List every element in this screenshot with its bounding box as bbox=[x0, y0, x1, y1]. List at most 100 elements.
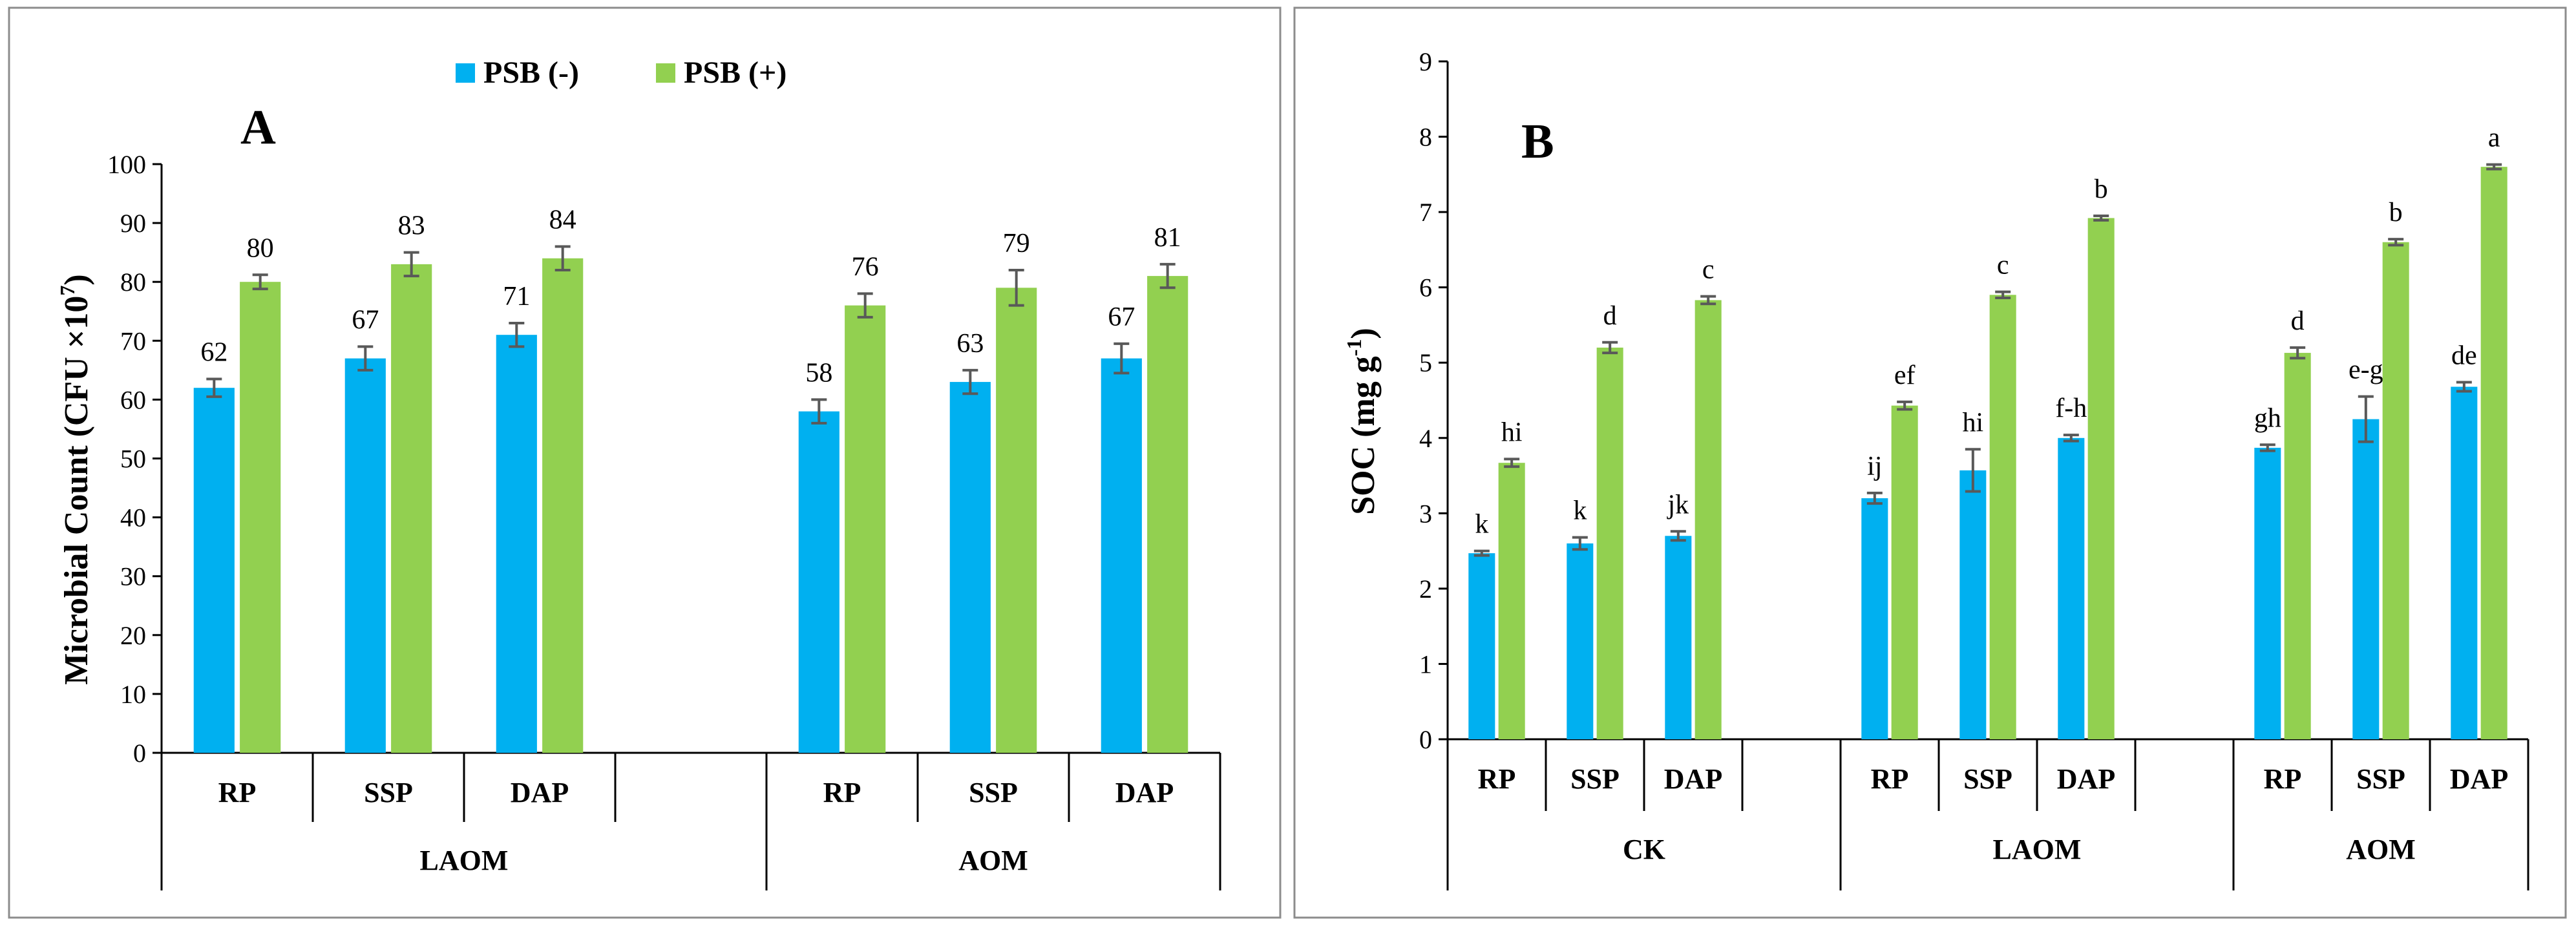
panel-a-data-label: 71 bbox=[503, 282, 530, 311]
legend-swatch-psb-plus bbox=[656, 63, 675, 83]
panel-a-data-label: 81 bbox=[1154, 223, 1181, 253]
panel-a-ylabel-sup: 7 bbox=[56, 286, 79, 296]
panel-b-y-tick-label: 0 bbox=[1419, 725, 1432, 754]
panel-b-data-label: c bbox=[1997, 251, 2009, 280]
panel-a-x-category-label: SSP bbox=[969, 777, 1018, 808]
panel-b-data-label: jk bbox=[1666, 490, 1689, 520]
panel-a-x-category-label: SSP bbox=[364, 777, 413, 808]
panel-a-data-label: 83 bbox=[398, 211, 425, 241]
panel-a-data-label: 79 bbox=[1003, 229, 1030, 258]
panel-b-bar-psb-plus bbox=[2284, 353, 2311, 739]
panel-a-y-axis-title: Microbial Count (CFU ×107) bbox=[56, 274, 95, 684]
panel-b-y-tick-label: 7 bbox=[1419, 198, 1432, 227]
panel-a-bar-psb-plus bbox=[996, 288, 1037, 753]
panel-b-bar-psb-minus bbox=[2058, 437, 2085, 739]
panel-b-y-tick-label: 1 bbox=[1419, 649, 1432, 679]
panel-b-y-tick-label: 8 bbox=[1419, 123, 1432, 152]
panel-a-y-tick-label: 80 bbox=[120, 268, 146, 297]
panel-b-ylabel-end: ) bbox=[1345, 328, 1382, 339]
panel-b-bar-psb-plus bbox=[1891, 405, 1918, 739]
panel-b-data-label: d bbox=[1603, 301, 1617, 331]
panel-b-ylabel-sup: -1 bbox=[1342, 339, 1366, 357]
panel-b-data-label: c bbox=[1702, 255, 1715, 285]
panel-b-data-label: de bbox=[2451, 341, 2477, 371]
panel-a-y-tick-label: 90 bbox=[120, 209, 146, 238]
panel-b-x-category-label: RP bbox=[1478, 763, 1516, 795]
panel-b-bar-psb-minus bbox=[2254, 447, 2281, 739]
panel-b-bar-psb-plus bbox=[1596, 347, 1623, 739]
legend-swatch-psb-minus bbox=[456, 63, 475, 83]
panel-b-data-label: gh bbox=[2254, 403, 2281, 433]
panel-b-x-category-label: SSP bbox=[1570, 763, 1620, 795]
panel-b-data-label: k bbox=[1475, 510, 1488, 540]
panel-b-y-tick-label: 4 bbox=[1419, 424, 1432, 453]
panel-b-bar-psb-plus bbox=[2480, 167, 2507, 740]
panel-a-y-tick-label: 50 bbox=[120, 445, 146, 474]
panel-b-y-tick-label: 5 bbox=[1419, 348, 1432, 377]
panel-a-bar-psb-minus bbox=[949, 382, 991, 753]
panel-a-x-category-label: DAP bbox=[511, 777, 569, 808]
panel-a-y-tick-label: 10 bbox=[120, 680, 146, 709]
panel-b-y-tick-label: 2 bbox=[1419, 574, 1432, 604]
panel-a-data-label: 63 bbox=[956, 329, 984, 359]
panel-a-y-tick-label: 60 bbox=[120, 385, 146, 414]
panel-b-data-label: b bbox=[2095, 174, 2108, 204]
panel-b-bar-psb-minus bbox=[1959, 470, 1987, 739]
legend-label-psb-plus: PSB (+) bbox=[684, 56, 787, 90]
panel-a-y-tick-label: 20 bbox=[120, 621, 146, 650]
panel-b-data-label: ij bbox=[1867, 452, 1882, 481]
panel-b-data-label: hi bbox=[1962, 408, 1983, 437]
panel-a-ylabel-end: ) bbox=[58, 274, 95, 285]
panel-b-y-axis-title: SOC (mg g-1) bbox=[1342, 328, 1382, 515]
panel-a-plot: 0 10 20 30 40 50 60 70 80 90 100 RP SSP DAP LAOM RP SSP D… bbox=[107, 150, 1221, 890]
panel-a-y-tick-label: 30 bbox=[120, 562, 146, 591]
panel-a-bar-psb-minus bbox=[344, 358, 386, 753]
panel-b-x-group-label: LAOM bbox=[1993, 834, 2082, 865]
panel-a-x-category-label: RP bbox=[823, 777, 861, 808]
panel-b-bar-psb-plus bbox=[1989, 295, 2016, 739]
panel-a-bar-psb-minus bbox=[798, 411, 839, 753]
panel-b-data-label: hi bbox=[1501, 417, 1523, 447]
panel-a-x-group-label: AOM bbox=[958, 845, 1028, 876]
panel-a-bar-psb-minus bbox=[496, 335, 537, 753]
panel-b-plot: 0 1 2 3 4 5 6 7 8 9 RP SSP DAP CK RP SSP DAP LAOM RP SSP DAP… bbox=[1419, 47, 2529, 890]
panel-b-data-label: a bbox=[2488, 123, 2500, 153]
panel-b-bar-psb-plus bbox=[2382, 242, 2409, 739]
panel-a-frame bbox=[8, 6, 1282, 919]
panel-b-bar-psb-plus bbox=[1498, 463, 1525, 739]
panel-a-data-label: 62 bbox=[200, 338, 227, 368]
panel-b-bar-psb-plus bbox=[2087, 218, 2115, 739]
legend-label-psb-minus: PSB (-) bbox=[483, 56, 579, 90]
panel-a-bar-psb-plus bbox=[240, 282, 281, 753]
panel-a-bar-psb-plus bbox=[542, 258, 584, 753]
panel-a-data-label: 84 bbox=[549, 205, 576, 235]
panel-a-data-label: 67 bbox=[352, 305, 379, 335]
panel-b-y-tick-label: 3 bbox=[1419, 499, 1432, 528]
panel-b-data-label: k bbox=[1573, 496, 1587, 526]
panel-b-x-category-label: DAP bbox=[2057, 763, 2115, 795]
panel-b-bar-psb-minus bbox=[1665, 536, 1692, 739]
panel-b-data-label: b bbox=[2389, 198, 2403, 227]
panel-b-letter: B bbox=[1521, 114, 1554, 169]
panel-b-frame bbox=[1293, 6, 2567, 919]
panel-a-bar-psb-plus bbox=[1147, 276, 1188, 753]
panel-b-x-category-label: SSP bbox=[1963, 763, 2012, 795]
panel-b-bar-psb-minus bbox=[1468, 553, 1495, 739]
panel-a-data-label: 67 bbox=[1108, 302, 1135, 332]
panel-b-x-category-label: RP bbox=[1871, 763, 1909, 795]
panel-b-x-category-label: SSP bbox=[2356, 763, 2405, 795]
panel-a-data-label: 58 bbox=[805, 358, 832, 388]
panel-a-letter: A bbox=[240, 100, 276, 154]
panel-b-data-label: f-h bbox=[2055, 394, 2087, 423]
panel-a-y-tick-label: 0 bbox=[133, 739, 146, 768]
panel-a-x-category-label: RP bbox=[218, 777, 257, 808]
panel-b-bar-psb-minus bbox=[2352, 419, 2380, 739]
panel-b-bar-psb-minus bbox=[2451, 386, 2478, 739]
panel-a-y-tick-label: 40 bbox=[120, 503, 146, 532]
panel-a-x-group-label: LAOM bbox=[420, 845, 509, 876]
panel-b-y-tick-label: 6 bbox=[1419, 273, 1432, 302]
panel-a-data-label: 76 bbox=[852, 252, 879, 282]
panel-b-x-group-label: AOM bbox=[2346, 834, 2416, 865]
panel-b-y-tick-label: 9 bbox=[1419, 47, 1432, 76]
panel-b-data-label: e-g bbox=[2349, 355, 2383, 385]
